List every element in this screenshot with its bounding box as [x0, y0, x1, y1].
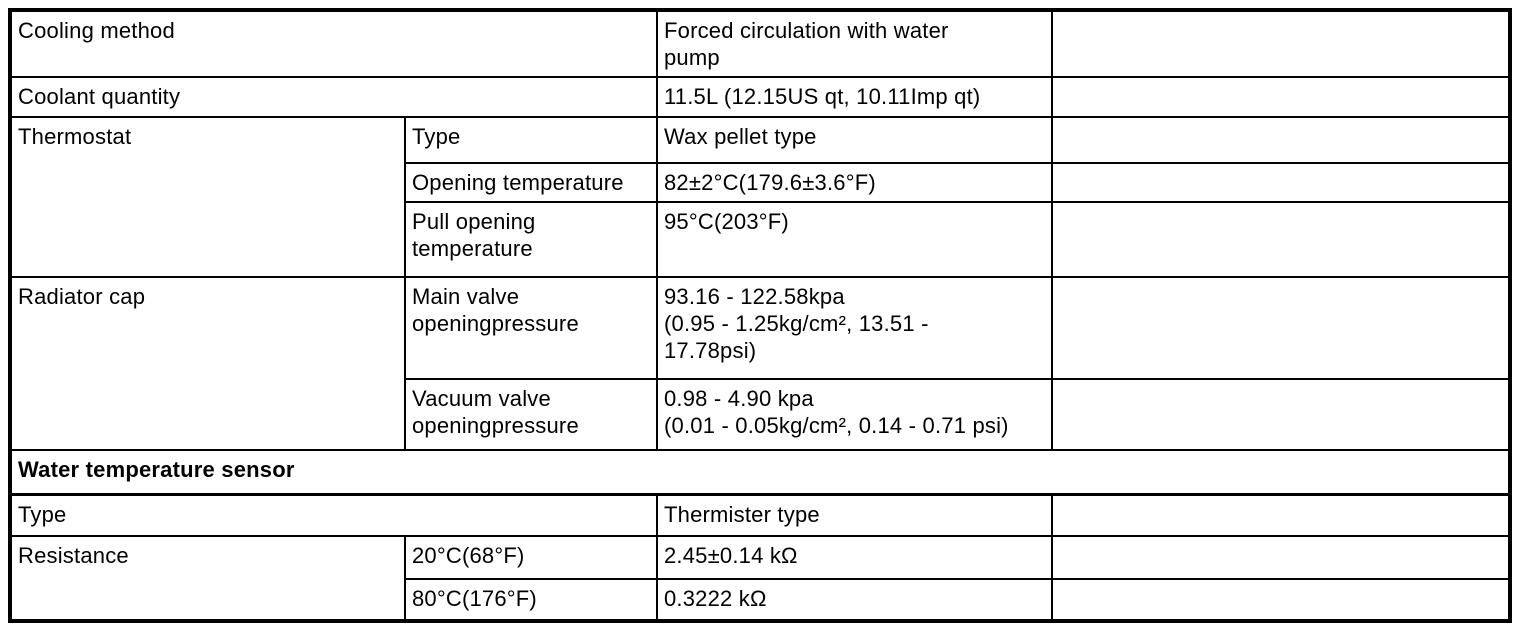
- empty-cell: [1051, 9, 1511, 78]
- empty-cell: [1051, 116, 1511, 164]
- row-main-valve-opening-pressure: Radiator cap Main valve openingpressure …: [9, 276, 1511, 451]
- label-resistance-80c: 80°C(176°F): [404, 578, 658, 622]
- row-resistance-80c: 80°C(176°F) 0.3222 kΩ: [10, 578, 1511, 622]
- empty-cell: [1051, 276, 1511, 380]
- empty-cell: [1051, 493, 1511, 537]
- label-resistance-20c: 20°C(68°F): [404, 535, 658, 580]
- label-thermostat: Thermostat: [9, 116, 406, 278]
- row-cooling-method: Cooling method Forced circulation with w…: [9, 9, 1511, 78]
- value-cooling-method: Forced circulation with water pump: [656, 9, 1053, 78]
- value-resistance-80c: 0.3222 kΩ: [656, 578, 1053, 622]
- label-thermostat-type: Type: [404, 116, 658, 164]
- value-coolant-quantity: 11.5L (12.15US qt, 10.11Imp qt): [656, 76, 1053, 118]
- value-thermostat-type: Wax pellet type: [656, 116, 1053, 164]
- label-opening-temperature: Opening temperature: [404, 162, 658, 203]
- cooling-system-spec-table: Cooling method Forced circulation with w…: [8, 8, 1512, 623]
- row-sensor-type: Type Thermister type: [9, 493, 1511, 537]
- row-resistance-20c: Resistance 20°C(68°F) 2.45±0.14 kΩ: [9, 535, 1511, 622]
- section-row-water-temperature-sensor: Water temperature sensor: [9, 449, 1511, 496]
- value-sensor-type: Thermister type: [656, 493, 1053, 537]
- label-coolant-quantity: Coolant quantity: [9, 76, 658, 118]
- empty-cell: [1051, 76, 1511, 118]
- row-coolant-quantity: Coolant quantity 11.5L (12.15US qt, 10.1…: [9, 76, 1511, 118]
- empty-cell: [1051, 378, 1511, 451]
- row-thermostat-type: Thermostat Type Wax pellet type: [9, 116, 1511, 278]
- row-vacuum-valve-opening-pressure: Vacuum valve openingpressure 0.98 - 4.90…: [10, 378, 1511, 451]
- label-sensor-type: Type: [9, 493, 658, 537]
- label-resistance: Resistance: [9, 535, 406, 622]
- empty-cell: [1051, 578, 1511, 622]
- label-radiator-cap: Radiator cap: [9, 276, 406, 451]
- label-vacuum-valve-opening-pressure: Vacuum valve openingpressure: [404, 378, 658, 451]
- row-opening-temperature: Opening temperature 82±2°C(179.6±3.6°F): [10, 162, 1511, 203]
- empty-cell: [1051, 162, 1511, 203]
- value-opening-temperature: 82±2°C(179.6±3.6°F): [656, 162, 1053, 203]
- value-pull-opening-temperature: 95°C(203°F): [656, 201, 1053, 278]
- empty-cell: [1051, 535, 1511, 580]
- label-pull-opening-temperature: Pull opening temperature: [404, 201, 658, 278]
- value-main-valve-opening-pressure: 93.16 - 122.58kpa (0.95 - 1.25kg/cm², 13…: [656, 276, 1053, 380]
- section-header-water-temperature-sensor: Water temperature sensor: [9, 449, 1511, 496]
- value-vacuum-valve-opening-pressure: 0.98 - 4.90 kpa (0.01 - 0.05kg/cm², 0.14…: [656, 378, 1053, 451]
- value-resistance-20c: 2.45±0.14 kΩ: [656, 535, 1053, 580]
- row-pull-opening-temperature: Pull opening temperature 95°C(203°F): [10, 201, 1511, 278]
- label-main-valve-opening-pressure: Main valve openingpressure: [404, 276, 658, 380]
- empty-cell: [1051, 201, 1511, 278]
- label-cooling-method: Cooling method: [9, 9, 658, 78]
